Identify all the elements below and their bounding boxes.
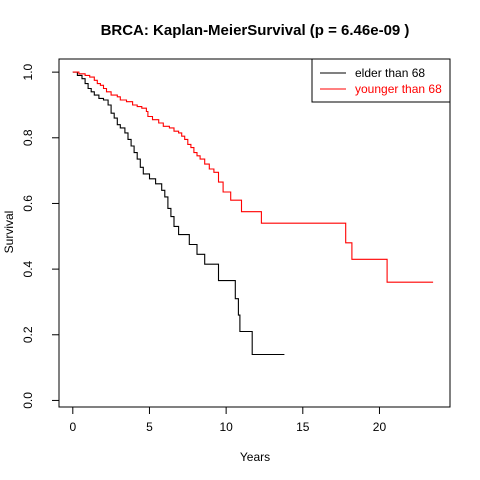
x-tick-label: 10 [219,420,233,434]
y-tick-label: 0.8 [21,129,35,146]
chart-title: BRCA: Kaplan-MeierSurvival (p = 6.46e-09… [101,22,410,39]
legend: elder than 68 younger than 68 [311,58,451,103]
legend-label: elder than 68 [355,66,425,80]
x-tick-label: 15 [296,420,310,434]
y-tick-label: 1.0 [21,63,35,80]
y-tick-label: 0.2 [21,326,35,343]
x-tick-label: 20 [373,420,387,434]
x-tick-label: 0 [69,420,76,434]
legend-box [311,58,451,103]
x-tick-label: 5 [146,420,153,434]
y-tick-label: 0.4 [21,260,35,277]
series-line-younger [72,71,434,283]
x-axis-label: Years [240,450,270,464]
legend-label: younger than 68 [355,82,442,96]
x-axis: 0 5 10 15 20 [69,406,387,434]
series-line-elder [72,71,285,356]
y-tick-label: 0.0 [21,392,35,409]
y-axis-label: Survival [2,211,16,254]
y-tick-label: 0.6 [21,195,35,212]
series-layer [72,71,434,356]
y-axis: 0.0 0.2 0.4 0.6 0.8 1.0 [21,63,60,409]
